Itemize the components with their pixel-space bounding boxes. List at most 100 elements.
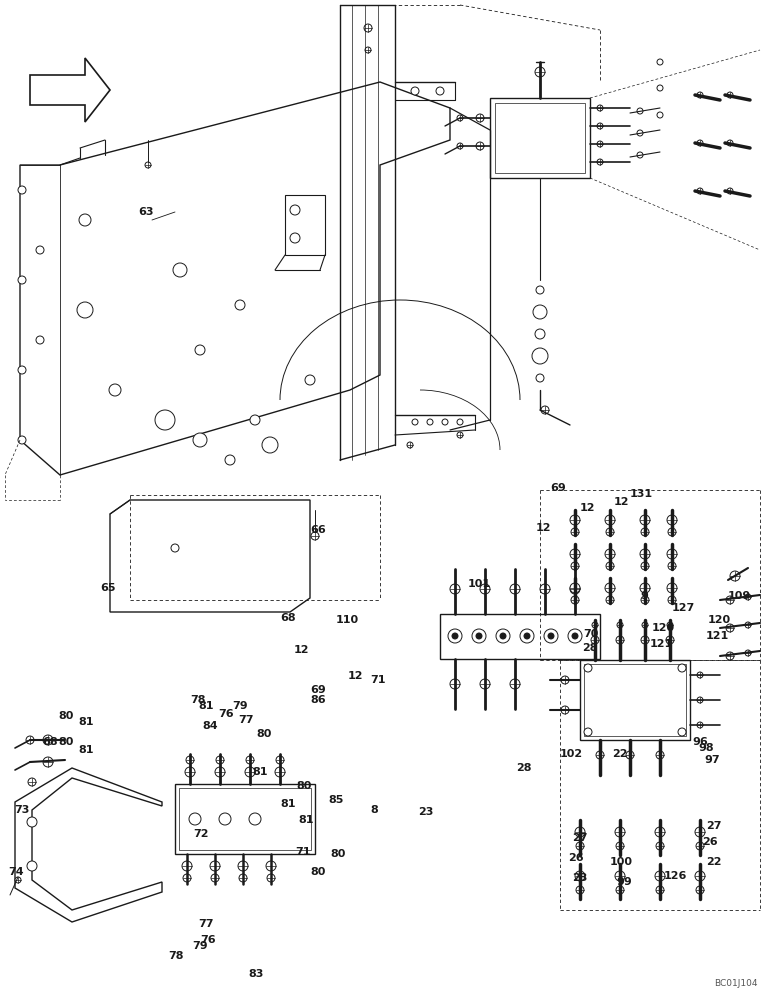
Circle shape <box>727 188 733 194</box>
Circle shape <box>472 629 486 643</box>
Text: 71: 71 <box>370 675 386 685</box>
Text: 79: 79 <box>192 941 207 951</box>
Circle shape <box>43 735 53 745</box>
Circle shape <box>591 636 599 644</box>
Bar <box>490 98 590 178</box>
Circle shape <box>182 861 192 871</box>
Text: 85: 85 <box>328 795 343 805</box>
Text: 26: 26 <box>568 853 584 863</box>
Circle shape <box>678 664 686 672</box>
Circle shape <box>641 528 649 536</box>
Circle shape <box>656 842 664 850</box>
Text: 27: 27 <box>572 833 588 843</box>
Circle shape <box>536 286 544 294</box>
Text: 69: 69 <box>550 483 566 493</box>
Circle shape <box>267 874 275 882</box>
Circle shape <box>640 583 650 593</box>
Circle shape <box>657 112 663 118</box>
Text: 73: 73 <box>14 805 29 815</box>
Circle shape <box>457 419 463 425</box>
Text: 83: 83 <box>248 969 263 979</box>
Text: 127: 127 <box>672 603 695 613</box>
Circle shape <box>571 528 579 536</box>
Text: 23: 23 <box>418 807 433 817</box>
Circle shape <box>18 186 26 194</box>
Text: 74: 74 <box>8 867 24 877</box>
Circle shape <box>276 756 284 764</box>
Circle shape <box>697 722 703 728</box>
Text: 12: 12 <box>294 645 310 655</box>
Circle shape <box>571 596 579 604</box>
Circle shape <box>412 419 418 425</box>
Text: 76: 76 <box>200 935 216 945</box>
Circle shape <box>544 629 558 643</box>
Circle shape <box>726 596 734 604</box>
Text: 77: 77 <box>198 919 214 929</box>
Circle shape <box>535 329 545 339</box>
Circle shape <box>476 142 484 150</box>
Circle shape <box>450 679 460 689</box>
Bar <box>495 103 585 173</box>
Text: 80: 80 <box>296 781 311 791</box>
Text: 80: 80 <box>58 711 74 721</box>
Circle shape <box>290 233 300 243</box>
Text: 23: 23 <box>572 873 588 883</box>
Circle shape <box>695 871 705 881</box>
Text: 22: 22 <box>612 749 627 759</box>
Circle shape <box>697 92 703 98</box>
Text: 99: 99 <box>616 877 632 887</box>
Circle shape <box>427 419 433 425</box>
Text: 66: 66 <box>310 525 326 535</box>
Text: 78: 78 <box>168 951 184 961</box>
Text: 26: 26 <box>702 837 717 847</box>
Circle shape <box>480 679 490 689</box>
Text: 27: 27 <box>706 821 721 831</box>
Text: 98: 98 <box>698 743 713 753</box>
Circle shape <box>540 584 550 594</box>
Circle shape <box>570 584 580 594</box>
Circle shape <box>655 827 665 837</box>
Text: 79: 79 <box>232 701 247 711</box>
Text: 80: 80 <box>330 849 346 859</box>
Circle shape <box>576 886 584 894</box>
Circle shape <box>457 115 463 121</box>
Circle shape <box>727 140 733 146</box>
Circle shape <box>210 861 220 871</box>
Circle shape <box>189 813 201 825</box>
Circle shape <box>239 874 247 882</box>
Circle shape <box>275 767 285 777</box>
Circle shape <box>667 515 677 525</box>
Circle shape <box>668 596 676 604</box>
Bar <box>584 664 686 736</box>
Circle shape <box>541 406 549 414</box>
Circle shape <box>592 622 598 628</box>
Circle shape <box>246 756 254 764</box>
Circle shape <box>457 432 463 438</box>
Text: 102: 102 <box>560 749 583 759</box>
Circle shape <box>510 679 520 689</box>
Text: 121: 121 <box>650 639 674 649</box>
Text: 72: 72 <box>193 829 208 839</box>
Text: 110: 110 <box>336 615 359 625</box>
Circle shape <box>726 652 734 660</box>
Text: 86: 86 <box>310 695 326 705</box>
Circle shape <box>411 87 419 95</box>
Text: 80: 80 <box>256 729 271 739</box>
Bar <box>285 195 325 255</box>
Circle shape <box>667 622 673 628</box>
Circle shape <box>597 159 603 165</box>
Circle shape <box>249 813 261 825</box>
Circle shape <box>570 583 580 593</box>
Circle shape <box>696 886 704 894</box>
Circle shape <box>185 767 195 777</box>
Circle shape <box>186 756 194 764</box>
Circle shape <box>667 549 677 559</box>
Circle shape <box>496 629 510 643</box>
Circle shape <box>657 85 663 91</box>
Text: 12: 12 <box>536 523 551 533</box>
Text: BC01J104: BC01J104 <box>714 979 758 988</box>
Text: 81: 81 <box>298 815 313 825</box>
Circle shape <box>548 633 554 639</box>
Circle shape <box>211 874 219 882</box>
Circle shape <box>305 375 315 385</box>
